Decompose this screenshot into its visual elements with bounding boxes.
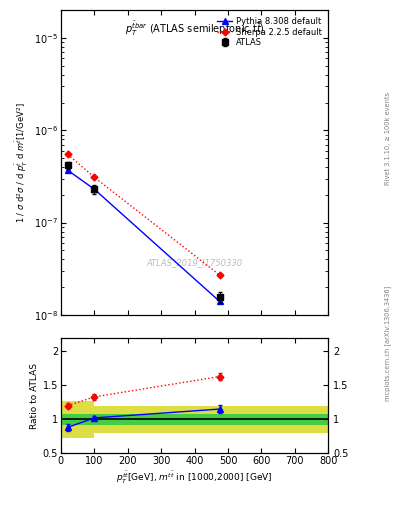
- Sherpa 2.2.5 default: [217, 272, 222, 278]
- Y-axis label: 1 / $\sigma$ d$^2\sigma$ / d $p_T^{\bar{t}}$ d $m^{\bar{t}}$[1/GeV$^2$]: 1 / $\sigma$ d$^2\sigma$ / d $p_T^{\bar{…: [14, 102, 30, 223]
- Line: Sherpa 2.2.5 default: Sherpa 2.2.5 default: [65, 152, 222, 278]
- X-axis label: $p_T^{t\bar{t}}$[GeV], $m^{t\bar{t}}$ in [1000,2000] [GeV]: $p_T^{t\bar{t}}$[GeV], $m^{t\bar{t}}$ in…: [116, 470, 273, 486]
- Text: Rivet 3.1.10, ≥ 100k events: Rivet 3.1.10, ≥ 100k events: [385, 92, 391, 185]
- Legend: Pythia 8.308 default, Sherpa 2.2.5 default, ATLAS: Pythia 8.308 default, Sherpa 2.2.5 defau…: [215, 14, 324, 50]
- Pythia 8.308 default: [217, 298, 222, 305]
- Sherpa 2.2.5 default: [65, 151, 70, 157]
- Text: ATLAS_2019_I1750330: ATLAS_2019_I1750330: [147, 259, 242, 268]
- Sherpa 2.2.5 default: [92, 174, 97, 180]
- Text: $p_T^{\bar{t}bar}$ (ATLAS semileptonic t$\bar{t}$): $p_T^{\bar{t}bar}$ (ATLAS semileptonic t…: [125, 19, 264, 37]
- Pythia 8.308 default: [92, 186, 97, 193]
- Text: mcplots.cern.ch [arXiv:1306.3436]: mcplots.cern.ch [arXiv:1306.3436]: [384, 285, 391, 401]
- Line: Pythia 8.308 default: Pythia 8.308 default: [64, 167, 223, 305]
- Pythia 8.308 default: [65, 167, 70, 173]
- Y-axis label: Ratio to ATLAS: Ratio to ATLAS: [29, 362, 39, 429]
